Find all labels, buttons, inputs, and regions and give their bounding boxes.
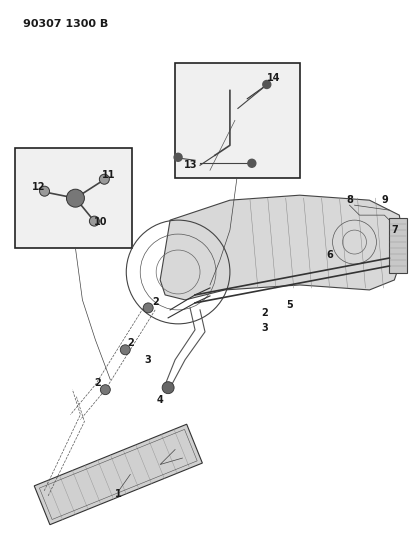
Text: 2: 2 — [94, 378, 101, 387]
Circle shape — [143, 303, 153, 313]
Text: 1: 1 — [115, 489, 122, 499]
Text: 2: 2 — [127, 338, 134, 348]
Text: 2: 2 — [261, 308, 268, 318]
Circle shape — [162, 382, 174, 394]
Text: 11: 11 — [102, 170, 115, 180]
Text: 14: 14 — [267, 74, 281, 84]
Text: 10: 10 — [94, 217, 107, 227]
Text: 9: 9 — [381, 195, 388, 205]
Text: 6: 6 — [326, 250, 333, 260]
Text: 90307 1300 B: 90307 1300 B — [23, 19, 108, 29]
Circle shape — [263, 80, 271, 88]
Text: 2: 2 — [152, 297, 159, 307]
Circle shape — [99, 174, 109, 184]
Bar — [175, 62, 300, 178]
Circle shape — [248, 159, 256, 167]
Circle shape — [174, 154, 182, 161]
Circle shape — [100, 385, 110, 394]
Text: 8: 8 — [346, 195, 353, 205]
Circle shape — [67, 189, 84, 207]
Text: 3: 3 — [145, 355, 152, 365]
Text: 3: 3 — [261, 323, 268, 333]
Text: 5: 5 — [286, 300, 293, 310]
Text: 7: 7 — [391, 225, 398, 235]
Circle shape — [39, 186, 50, 196]
Bar — [15, 148, 132, 248]
Polygon shape — [34, 424, 202, 524]
Text: 4: 4 — [157, 394, 164, 405]
Text: 12: 12 — [32, 182, 45, 192]
Polygon shape — [160, 195, 404, 300]
Circle shape — [90, 216, 99, 226]
Circle shape — [120, 345, 130, 355]
Text: 13: 13 — [184, 160, 198, 170]
Bar — [389, 218, 407, 273]
